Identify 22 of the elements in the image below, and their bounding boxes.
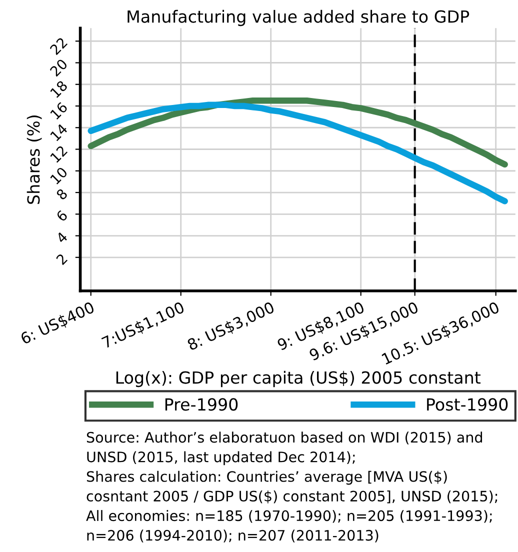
text: n=206 (1994-2010); n=207 (2011-2013) <box>87 530 378 542</box>
y-tick-label: 18 <box>50 80 68 98</box>
text: All economies: n=185 (1970-1990); n=205 (1991-1993); <box>86 510 492 523</box>
legend-label: Post-1990 <box>427 398 508 411</box>
y-tick-label: 10 <box>50 166 68 185</box>
source-note: Source: Author’s elaboratuon based on WDI (2015) and <box>86 432 482 444</box>
y-tick-label: 20 <box>49 58 68 77</box>
legend-label: Pre-1990 <box>165 398 238 411</box>
text: UNSD (2015, last updated Dec 2014); <box>87 451 355 466</box>
y-tick-label: 6 <box>56 210 68 222</box>
y-tick-label: 14 <box>50 123 68 142</box>
chart-title: Manufacturing value added share to GDP <box>128 10 470 26</box>
text: cosntant 2005 / GDP US($) constant 2005], UNSD (2015); <box>86 490 498 504</box>
y-tick-label: 16 <box>50 102 68 120</box>
y-axis-title: Shares (%) <box>26 116 42 204</box>
y-tick-label: 4 <box>56 231 68 244</box>
x-axis-title: Log(x): GDP per capita (US$) 2005 constant <box>116 370 481 388</box>
y-tick-label: 22 <box>49 37 68 56</box>
text: Shares calculation: Countries’ average [MVA US($) <box>86 470 447 485</box>
y-tick-label: 8 <box>56 188 68 200</box>
y-tick-label: 12 <box>50 145 68 163</box>
y-tick-label: 2 <box>56 253 68 266</box>
